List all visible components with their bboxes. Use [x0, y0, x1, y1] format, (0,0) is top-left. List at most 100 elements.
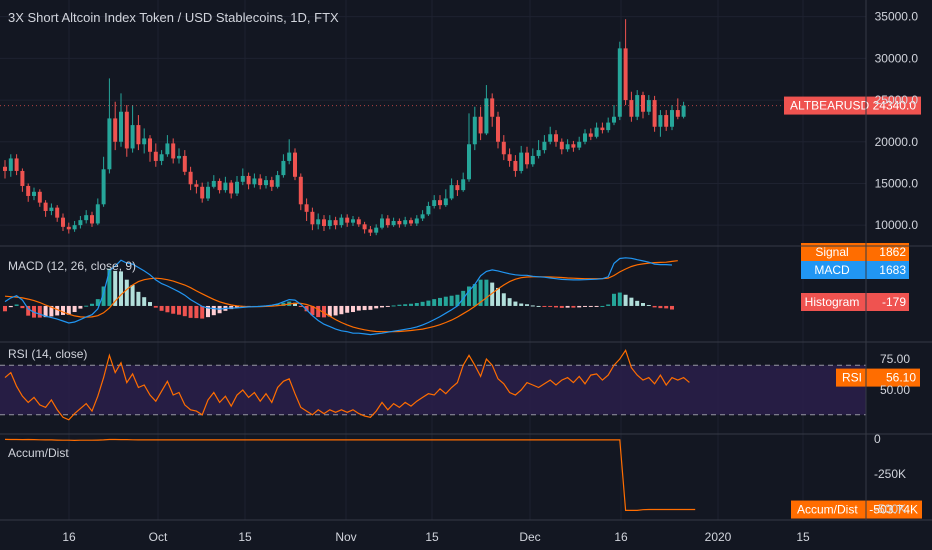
histogram-bar: [136, 291, 141, 306]
candle-body: [333, 220, 338, 226]
accum-dist-pane-title: Accum/Dist: [8, 446, 69, 460]
candle-body: [3, 166, 7, 171]
candle-body: [124, 111, 129, 149]
x-tick-label: Oct: [149, 530, 168, 544]
histogram-bar: [641, 303, 645, 306]
candle-body: [472, 116, 477, 145]
candle-body: [635, 95, 640, 117]
candle-body: [142, 138, 147, 145]
histogram-bar: [420, 301, 425, 306]
histogram-bar: [90, 303, 94, 306]
histogram-bar: [484, 279, 489, 306]
rsi-pane[interactable]: RSI 56.10: [0, 348, 920, 421]
histogram-bar: [612, 293, 616, 306]
macd-tag: MACD 1683: [801, 261, 909, 279]
histogram-bar: [658, 305, 663, 309]
histogram-bar: [525, 304, 529, 306]
candle-body: [119, 111, 123, 142]
x-tick-label: 2020: [705, 530, 732, 544]
histogram-bar: [501, 293, 506, 306]
candle-body: [304, 204, 309, 212]
histogram-bar: [403, 304, 408, 306]
accum-dist-pane[interactable]: Accum/Dist -503.74K: [4, 438, 922, 519]
candle-body: [229, 182, 234, 194]
x-tick-label: 16: [62, 530, 76, 544]
candle-body: [345, 217, 350, 223]
histogram-bar: [171, 305, 176, 314]
histogram-tag-value: -179: [882, 295, 906, 309]
candle-body: [588, 133, 593, 137]
candle-body: [153, 151, 158, 161]
rsi-tag-label: RSI: [842, 371, 862, 385]
histogram-bar: [490, 282, 495, 306]
signal-tag: Signal 1862: [801, 243, 909, 261]
candle-body: [223, 182, 228, 191]
candle-body: [571, 144, 576, 148]
histogram-bar: [409, 303, 413, 306]
candle-body: [177, 155, 181, 159]
candle-body: [287, 152, 292, 161]
histogram-bar: [351, 305, 355, 313]
candle-body: [252, 178, 257, 185]
candle-body: [264, 180, 268, 186]
histogram-bar: [304, 305, 309, 312]
price-tick-label: 35000.0: [875, 10, 919, 24]
candle-body: [414, 218, 419, 224]
x-tick-label: 15: [425, 530, 439, 544]
histogram-bar: [397, 304, 402, 306]
histogram-bar: [177, 305, 181, 315]
candle-body: [49, 207, 54, 211]
histogram-bar: [101, 286, 106, 306]
candle-body: [461, 179, 466, 191]
histogram-bar: [664, 305, 669, 309]
candle-body: [327, 220, 332, 226]
candle-body: [548, 134, 553, 142]
candle-body: [606, 122, 611, 131]
histogram-bar: [472, 284, 477, 306]
candle-body: [478, 116, 483, 134]
candle-body: [507, 154, 512, 161]
candle-body: [496, 116, 500, 142]
histogram-bar: [298, 305, 303, 307]
candle-body: [455, 185, 460, 191]
histogram-bar: [542, 305, 547, 307]
candle-body: [339, 217, 344, 226]
histogram-bar: [188, 305, 193, 318]
histogram-bar: [26, 305, 31, 316]
histogram-bar: [571, 305, 576, 308]
accum-dist-tick-label: -250K: [874, 467, 906, 481]
histogram-bar: [182, 305, 187, 317]
histogram-bar: [432, 299, 437, 306]
histogram-bar: [200, 305, 205, 319]
histogram-bar: [310, 305, 315, 316]
x-tick-label: 15: [796, 530, 810, 544]
macd-pane[interactable]: Signal 1862 MACD 1683 Histogram -179: [3, 243, 909, 336]
histogram-bar: [594, 305, 599, 307]
candle-body: [182, 155, 187, 172]
histogram-bar: [565, 305, 570, 308]
candle-body: [8, 158, 13, 171]
candle-body: [530, 155, 535, 165]
candle-body: [594, 127, 599, 137]
price-pane-title: 3X Short Altcoin Index Token / USD Stabl…: [8, 10, 339, 25]
candle-body: [310, 211, 315, 225]
candle-body: [159, 154, 164, 161]
price-pane[interactable]: ALTBEARUSD 24340.0: [0, 19, 921, 236]
candle-body: [525, 152, 529, 165]
candle-body: [107, 118, 112, 170]
signal-line: [4, 260, 678, 333]
histogram-bar: [362, 305, 367, 311]
histogram-bar: [78, 305, 83, 309]
candle-body: [356, 219, 361, 225]
signal-tag-label: Signal: [815, 245, 848, 259]
candle-body: [420, 214, 425, 219]
candle-body: [501, 141, 506, 155]
price-tick-label: 15000.0: [875, 176, 919, 190]
histogram-bar: [37, 305, 42, 318]
histogram-bar: [84, 305, 89, 307]
candle-body: [298, 176, 303, 205]
histogram-bar: [72, 305, 77, 313]
price-tick-label: 20000.0: [875, 135, 919, 149]
candle-body: [84, 215, 89, 221]
